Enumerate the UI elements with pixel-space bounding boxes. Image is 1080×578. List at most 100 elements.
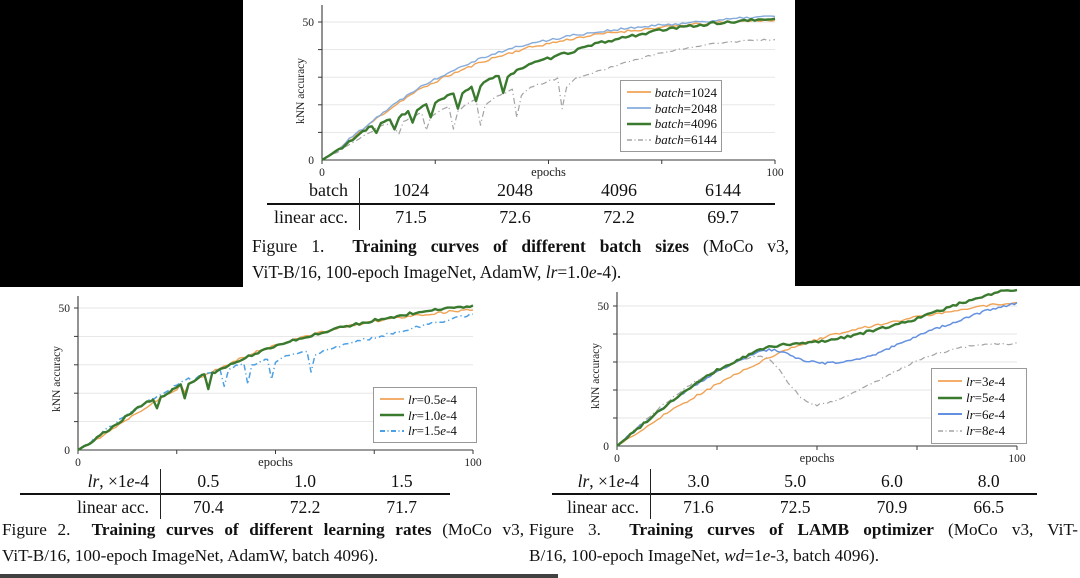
legend-item: lr=6e-4 <box>938 408 1022 421</box>
table-row: linear acc. 71.5 72.6 72.2 69.7 <box>267 205 775 230</box>
figure-1-caption: Figure 1. Training curves of different b… <box>252 233 789 285</box>
x-tick-label: 0 <box>614 453 620 465</box>
x-tick-label: 0 <box>319 167 325 179</box>
x-tick-label: 0 <box>75 457 81 469</box>
x-tick-label: 100 <box>464 457 482 469</box>
y-tick-label: 0 <box>308 155 314 167</box>
table-divider <box>160 469 161 519</box>
legend-item: batch=4096 <box>627 117 717 130</box>
curve-lr=1.5e-4 <box>77 313 474 451</box>
legend-line-sample <box>627 122 651 126</box>
figure-1-panel: 0 50 0 100 epochs kNN accuracy batch=1024 batc… <box>243 0 795 288</box>
x-axis-label: epochs <box>531 165 566 179</box>
legend-label: batch=2048 <box>654 100 717 116</box>
y-axis-label: kNN accuracy <box>590 343 602 409</box>
table-rule <box>267 203 775 205</box>
table-divider <box>650 469 651 519</box>
table-cell: 3.0 <box>687 470 710 491</box>
table-cell: 71.5 <box>395 207 427 227</box>
legend-label: lr=5e-4 <box>966 390 1006 406</box>
legend-item: lr=8e-4 <box>938 424 1022 437</box>
figure-2-table: lr, ×1e-4 0.5 1.0 1.5 linear acc. 70.4 72.2 71.… <box>20 469 450 519</box>
table-cell: 72.2 <box>289 496 321 517</box>
caption-line: Figure 3. Training curves of LAMB optimi… <box>529 520 1078 539</box>
figure-1-legend: batch=1024 batch=2048 batch=4096 batch=6144 <box>620 80 722 152</box>
table-row: lr, ×1e-4 0.5 1.0 1.5 <box>20 469 450 493</box>
figure-1-table: batch 1024 2048 4096 6144 linear acc. 71.5 72.6… <box>267 178 775 230</box>
figure-3-legend: lr=3e-4 lr=5e-4 lr=6e-4 lr=8e-4 <box>931 368 1027 444</box>
y-tick-label: 50 <box>598 301 610 313</box>
table-row: linear acc. 70.4 72.2 71.7 <box>20 495 450 519</box>
legend-line-sample <box>938 396 962 399</box>
legend-line-sample <box>627 107 651 109</box>
table-row: batch 1024 2048 4096 6144 <box>267 178 775 203</box>
curve-lr=3e-4 <box>616 301 1018 447</box>
curve-batch=6144 <box>321 38 776 161</box>
table-cell: 72.5 <box>779 496 811 517</box>
y-axis-label: kNN accuracy <box>51 346 63 412</box>
legend-label: lr=8e-4 <box>966 423 1006 439</box>
legend-label: lr=3e-4 <box>966 373 1006 389</box>
table-cell: 70.9 <box>876 496 908 517</box>
legend-line-sample <box>380 398 404 401</box>
table-cell: 8.0 <box>977 470 1000 491</box>
legend-item: lr=3e-4 <box>938 375 1022 388</box>
curve-lr=1.0e-4 <box>77 304 474 452</box>
curve-lr=6e-4 <box>616 301 1018 447</box>
table-row-label: linear acc. <box>77 496 149 517</box>
y-tick-label: 0 <box>64 445 70 457</box>
legend-line-sample <box>627 91 651 94</box>
figure-1-chart: 0 50 0 100 epochs kNN accuracy <box>295 5 784 179</box>
legend-label: lr=6e-4 <box>966 406 1006 422</box>
legend-line-sample <box>627 138 651 141</box>
curve-lr=5e-4 <box>616 288 1018 447</box>
table-cell: 72.2 <box>603 207 635 227</box>
figure-2-panel: 0 50 0 100 epochs kNN accuracy lr=0.5e-4 lr=1.… <box>0 288 540 578</box>
y-axis-label: kNN accuracy <box>295 58 307 124</box>
legend-label: batch=4096 <box>654 116 717 132</box>
figure-3-chart: 0 50 0 100 epochs kNN accuracy <box>590 288 1026 465</box>
page-black-margin-left <box>0 0 243 287</box>
table-rule <box>20 493 450 495</box>
table-cell: 6144 <box>705 180 741 200</box>
table-cell: 2048 <box>497 180 533 200</box>
curve-batch=1024 <box>321 19 776 161</box>
table-cell: 66.5 <box>973 496 1004 517</box>
x-tick-label: 100 <box>1008 453 1026 465</box>
legend-item: lr=1.5e-4 <box>380 424 472 437</box>
legend-item: batch=6144 <box>627 133 717 146</box>
legend-label: lr=1.5e-4 <box>408 423 457 439</box>
table-cell: 72.6 <box>499 207 531 227</box>
table-row-label: linear acc. <box>274 207 348 227</box>
figure-3-panel: 0 50 0 100 epochs kNN accuracy lr=3e-4 lr=5e-4… <box>529 288 1080 578</box>
table-cell: 69.7 <box>707 207 739 227</box>
table-cell: 4096 <box>601 180 637 200</box>
figure-2-caption: Figure 2. Training curves of different l… <box>2 517 524 569</box>
caption-line: Figure 2. Training curves of different l… <box>2 520 524 539</box>
legend-line-sample <box>380 429 404 432</box>
page-black-margin-right <box>795 0 1080 286</box>
y-tick-label: 50 <box>303 17 315 29</box>
figure-3-table: lr, ×1e-4 3.0 5.0 6.0 8.0 linear acc. 71.6 72.5… <box>552 469 1037 519</box>
caption-line: ViT-B/16, 100-epoch ImageNet, AdamW, lr=… <box>252 262 622 282</box>
y-tick-label: 50 <box>59 303 71 315</box>
table-rule <box>552 493 1037 495</box>
legend-item: lr=5e-4 <box>938 391 1022 404</box>
caption-line: ViT-B/16, 100-epoch ImageNet, AdamW, bat… <box>2 546 379 565</box>
table-row-label: batch <box>309 180 348 200</box>
figure-3-caption: Figure 3. Training curves of LAMB optimi… <box>529 517 1078 569</box>
y-tick-label: 0 <box>603 441 609 453</box>
page-bottom-edge-strip <box>0 574 558 578</box>
legend-item: batch=1024 <box>627 86 717 99</box>
legend-label: batch=6144 <box>654 132 717 148</box>
x-axis-label: epochs <box>258 455 293 469</box>
table-row: lr, ×1e-4 3.0 5.0 6.0 8.0 <box>552 469 1037 493</box>
legend-line-sample <box>938 380 962 382</box>
curve-lr=8e-4 <box>616 342 1018 447</box>
caption-line: Figure 1. Training curves of different b… <box>252 236 789 256</box>
legend-label: lr=0.5e-4 <box>408 391 457 407</box>
table-row-label: linear acc. <box>567 496 639 517</box>
x-tick-label: 100 <box>766 167 784 179</box>
x-axis-label: epochs <box>800 451 835 465</box>
table-cell: 70.4 <box>193 496 224 517</box>
